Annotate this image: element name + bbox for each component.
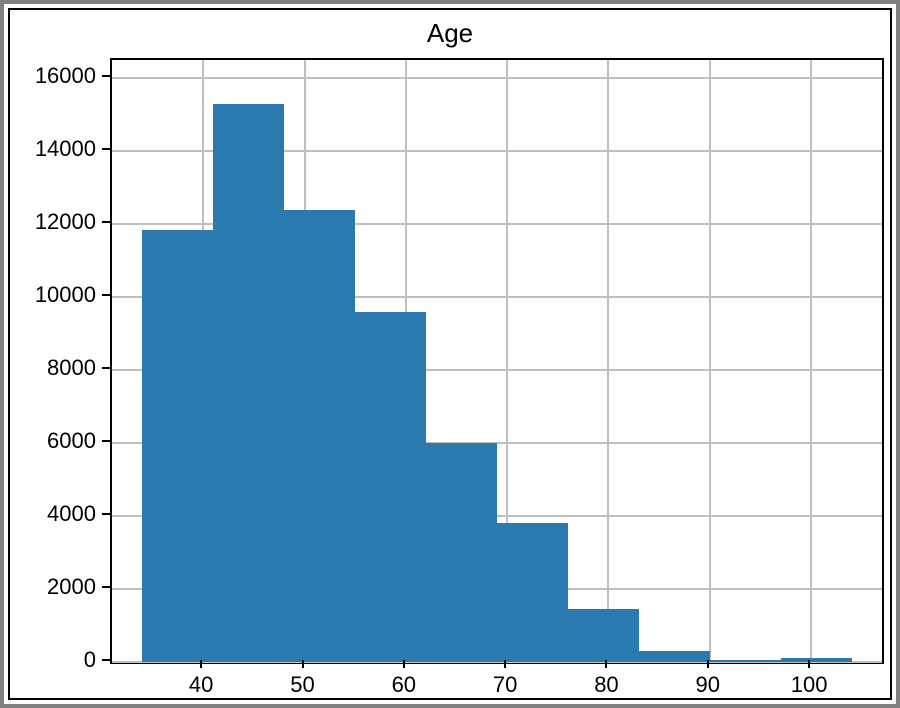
- y-tick-label: 0: [10, 647, 96, 673]
- x-tick-label: 50: [290, 672, 314, 698]
- chart-outer-frame: Age 40 50 60 70 80 90 100 0 2000 4000 6000 8000 100…: [0, 0, 900, 708]
- histogram-bar: [142, 230, 213, 662]
- y-tick-mark: [102, 367, 110, 369]
- y-tick-label: 14000: [10, 136, 96, 162]
- y-tick-mark: [102, 221, 110, 223]
- y-tick-mark: [102, 148, 110, 150]
- y-tick-label: 6000: [10, 428, 96, 454]
- y-tick-mark: [102, 75, 110, 77]
- x-tick-label: 60: [392, 672, 416, 698]
- y-tick-mark: [102, 659, 110, 661]
- histogram-bar: [710, 660, 781, 662]
- y-tick-label: 10000: [10, 282, 96, 308]
- x-tick-label: 90: [696, 672, 720, 698]
- histogram-bar: [497, 523, 568, 662]
- histogram-bar: [426, 443, 497, 662]
- y-tick-label: 16000: [10, 63, 96, 89]
- histogram-bar: [568, 609, 639, 662]
- x-tick-mark: [302, 660, 304, 668]
- y-tick-mark: [102, 586, 110, 588]
- chart-inner-frame: Age 40 50 60 70 80 90 100 0 2000 4000 6000 8000 100…: [8, 8, 892, 700]
- histogram-bar: [639, 651, 710, 662]
- x-tick-label: 40: [189, 672, 213, 698]
- x-tick-mark: [808, 660, 810, 668]
- x-tick-label: 100: [791, 672, 828, 698]
- histogram-bar: [213, 104, 284, 662]
- x-tick-mark: [200, 660, 202, 668]
- plot-area: [110, 58, 884, 664]
- histogram-bar: [284, 210, 355, 662]
- y-tick-label: 2000: [10, 574, 96, 600]
- y-tick-mark: [102, 294, 110, 296]
- histogram-bar: [781, 658, 852, 662]
- x-tick-mark: [504, 660, 506, 668]
- chart-title: Age: [10, 18, 890, 49]
- y-tick-label: 4000: [10, 501, 96, 527]
- x-tick-label: 80: [594, 672, 618, 698]
- histogram-bar: [355, 312, 426, 662]
- x-tick-mark: [403, 660, 405, 668]
- y-tick-label: 8000: [10, 355, 96, 381]
- y-tick-label: 12000: [10, 209, 96, 235]
- x-tick-label: 70: [493, 672, 517, 698]
- x-tick-mark: [605, 660, 607, 668]
- grid-horizontal: [112, 77, 882, 79]
- x-tick-mark: [707, 660, 709, 668]
- y-tick-mark: [102, 513, 110, 515]
- y-tick-mark: [102, 440, 110, 442]
